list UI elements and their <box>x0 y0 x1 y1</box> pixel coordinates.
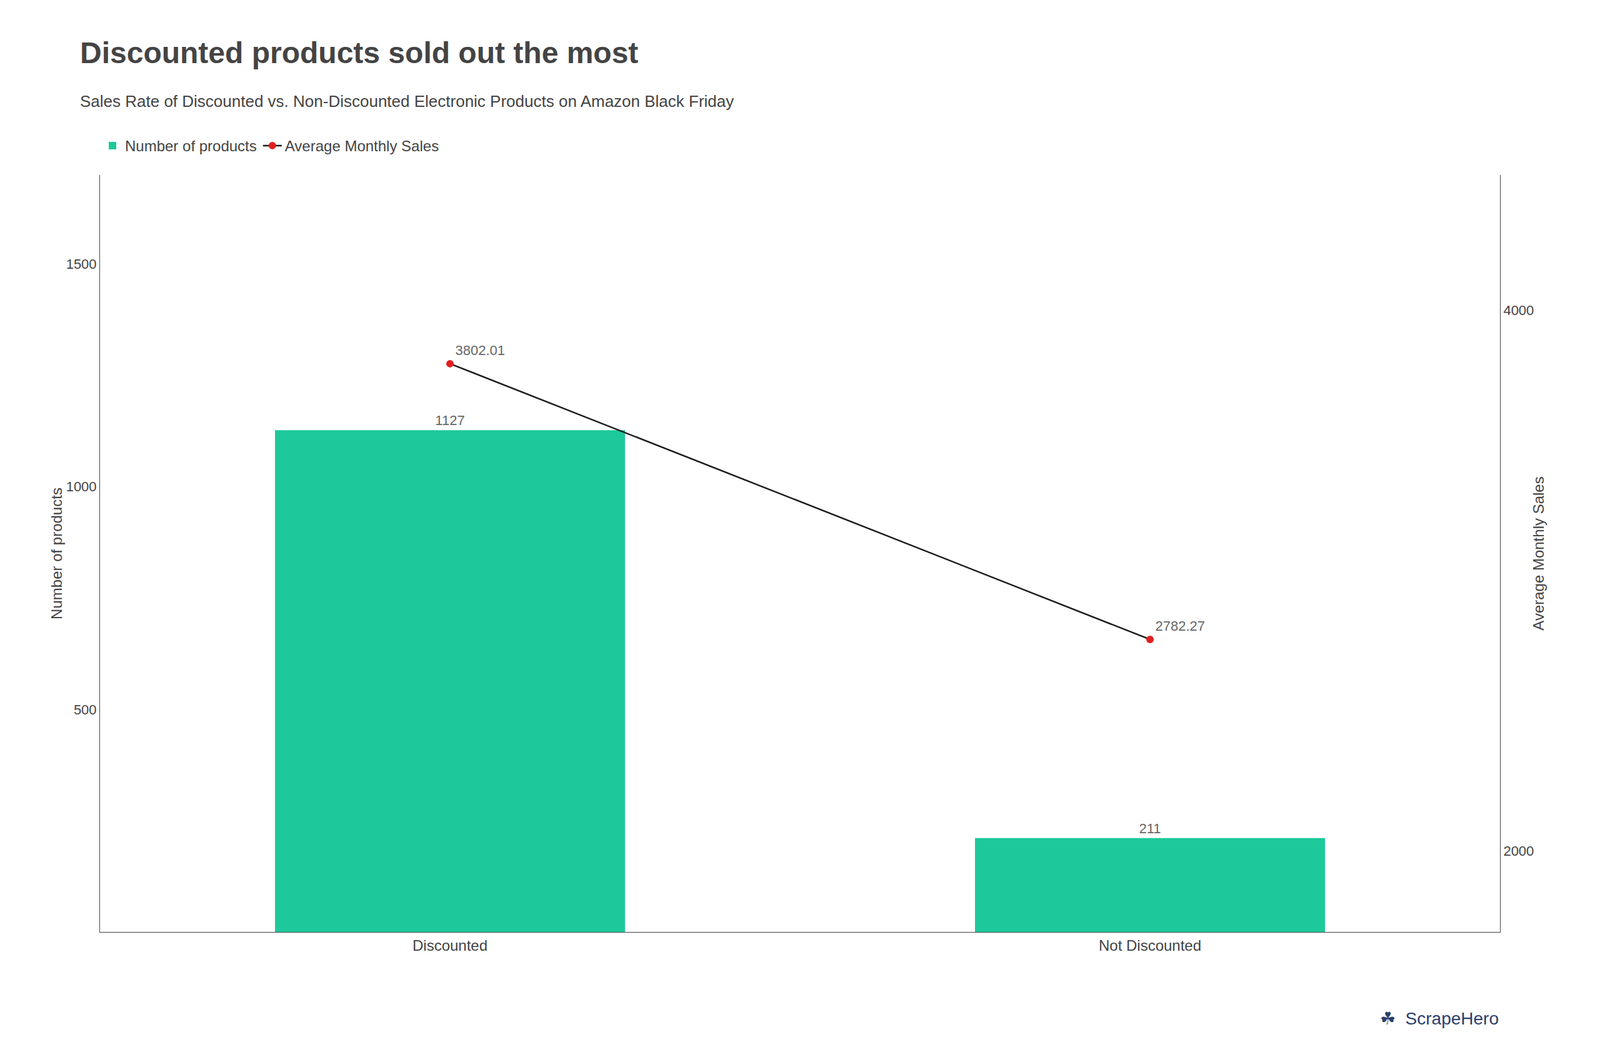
svg-text:1127: 1127 <box>435 412 465 429</box>
svg-text:2782.27: 2782.27 <box>1155 618 1206 634</box>
svg-text:3802.01: 3802.01 <box>455 342 506 359</box>
svg-text:Discounted: Discounted <box>412 936 488 954</box>
svg-text:4000: 4000 <box>1503 302 1534 319</box>
svg-text:1000: 1000 <box>66 478 97 495</box>
svg-text:☘ ScrapeHero: ☘ ScrapeHero <box>1380 1008 1499 1029</box>
svg-text:2000: 2000 <box>1503 843 1534 859</box>
svg-text:Number of products: Number of products <box>125 137 257 155</box>
svg-text:Discounted products sold out t: Discounted products sold out the most <box>80 36 639 70</box>
svg-text:Not Discounted: Not Discounted <box>1098 936 1202 954</box>
svg-text:1500: 1500 <box>66 256 97 272</box>
svg-text:Average Monthly Sales: Average Monthly Sales <box>1530 476 1547 630</box>
svg-text:211: 211 <box>1138 820 1161 837</box>
svg-text:Number of products: Number of products <box>48 487 65 620</box>
svg-text:Sales Rate of Discounted vs. N: Sales Rate of Discounted vs. Non-Discoun… <box>80 91 734 111</box>
svg-text:500: 500 <box>73 701 97 718</box>
svg-text:Average Monthly Sales: Average Monthly Sales <box>285 137 439 155</box>
